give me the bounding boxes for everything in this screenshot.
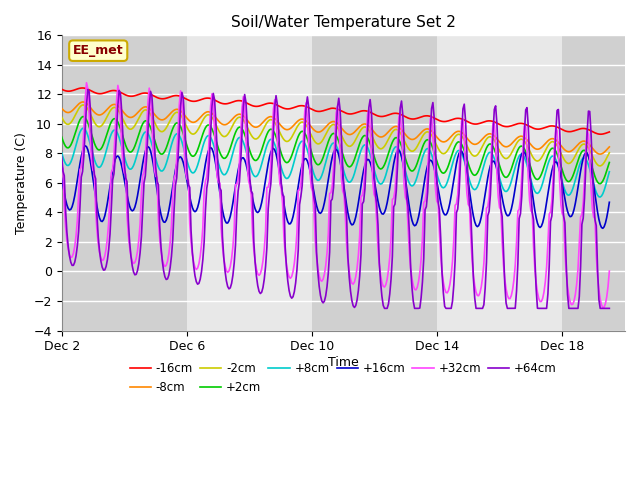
Title: Soil/Water Temperature Set 2: Soil/Water Temperature Set 2 [231, 15, 456, 30]
Legend: -16cm, -8cm, -2cm, +2cm, +8cm, +16cm, +32cm, +64cm: -16cm, -8cm, -2cm, +2cm, +8cm, +16cm, +3… [125, 357, 561, 398]
Bar [187, 36, 312, 331]
Y-axis label: Temperature (C): Temperature (C) [15, 132, 28, 234]
Bar [437, 36, 563, 331]
Text: EE_met: EE_met [73, 44, 124, 57]
Bar [312, 36, 437, 331]
X-axis label: Time: Time [328, 356, 358, 369]
Bar [61, 36, 187, 331]
Bar [563, 36, 625, 331]
